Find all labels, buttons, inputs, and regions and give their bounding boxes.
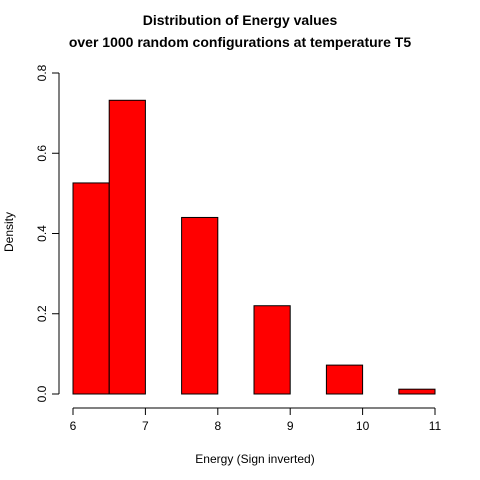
y-ticks-layer: 0.0 0.2 0.4 0.6 0.8 — [35, 64, 59, 402]
x-axis-label: Energy (Sign inverted) — [195, 452, 314, 466]
histogram-bar-9 — [398, 388, 436, 395]
x-tick-label-1: 7 — [142, 419, 149, 433]
y-axis-label: Density — [2, 212, 16, 252]
y-tick-label-1: 0.2 — [35, 305, 49, 322]
bars-layer — [72, 99, 436, 395]
x-ticks-layer: 6 7 8 9 10 11 — [70, 408, 442, 433]
chart-subtitle: over 1000 random configurations at tempe… — [69, 34, 412, 50]
x-tick-label-3: 9 — [287, 419, 294, 433]
histogram-bar-0 — [72, 182, 110, 395]
chart-title: Distribution of Energy values — [143, 12, 338, 28]
histogram-bar-3 — [181, 216, 219, 395]
histogram-bar-1 — [108, 99, 146, 395]
x-tick-label-2: 8 — [214, 419, 221, 433]
x-tick-label-0: 6 — [70, 419, 77, 433]
histogram-bar-7 — [325, 364, 364, 395]
y-tick-label-0: 0.0 — [35, 385, 49, 402]
x-tick-label-5: 11 — [429, 419, 442, 433]
y-tick-label-3: 0.6 — [35, 145, 49, 162]
x-tick-label-4: 10 — [356, 419, 370, 433]
y-tick-label-4: 0.8 — [35, 64, 49, 81]
y-tick-label-2: 0.4 — [35, 225, 49, 242]
histogram-bar-5 — [253, 305, 291, 395]
